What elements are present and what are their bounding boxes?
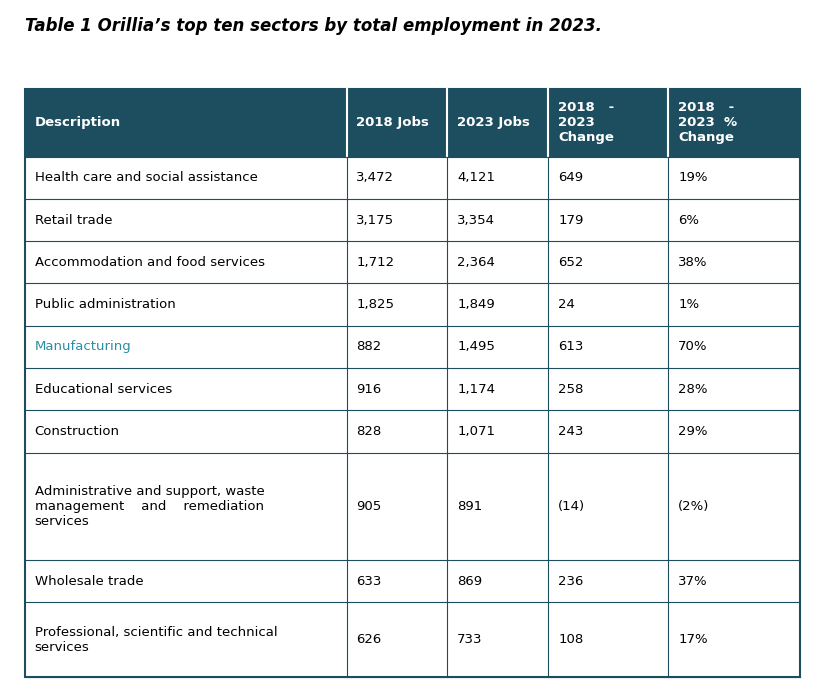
Text: 2023 Jobs: 2023 Jobs: [457, 116, 530, 129]
Text: 1,849: 1,849: [457, 298, 495, 311]
Text: Wholesale trade: Wholesale trade: [35, 575, 144, 588]
Text: Manufacturing: Manufacturing: [35, 341, 131, 354]
Text: Administrative and support, waste
management    and    remediation
services: Administrative and support, waste manage…: [35, 485, 264, 528]
Text: 6%: 6%: [678, 213, 700, 226]
Text: 3,472: 3,472: [356, 171, 394, 184]
Text: Retail trade: Retail trade: [35, 213, 112, 226]
Text: 905: 905: [356, 500, 382, 513]
Bar: [25, 560, 800, 603]
Text: 29%: 29%: [678, 425, 708, 438]
Text: 649: 649: [558, 171, 583, 184]
Text: Professional, scientific and technical
services: Professional, scientific and technical s…: [35, 626, 277, 654]
Text: (2%): (2%): [678, 500, 710, 513]
Bar: [25, 241, 800, 283]
Text: 613: 613: [558, 341, 583, 354]
Text: 2,364: 2,364: [457, 256, 495, 269]
Text: 626: 626: [356, 633, 382, 646]
Bar: [25, 199, 800, 241]
Text: Construction: Construction: [35, 425, 120, 438]
Text: 1%: 1%: [678, 298, 700, 311]
Text: 869: 869: [457, 575, 483, 588]
Text: Educational services: Educational services: [35, 383, 172, 396]
Bar: [25, 603, 800, 677]
Text: 38%: 38%: [678, 256, 708, 269]
Text: 891: 891: [457, 500, 483, 513]
Text: 70%: 70%: [678, 341, 708, 354]
Text: 108: 108: [558, 633, 583, 646]
Text: 236: 236: [558, 575, 583, 588]
Text: 1,174: 1,174: [457, 383, 495, 396]
Text: 28%: 28%: [678, 383, 708, 396]
Text: 733: 733: [457, 633, 483, 646]
Bar: [25, 89, 800, 677]
Text: 37%: 37%: [678, 575, 708, 588]
Text: 4,121: 4,121: [457, 171, 495, 184]
Text: 2018 Jobs: 2018 Jobs: [356, 116, 429, 129]
Text: 1,825: 1,825: [356, 298, 394, 311]
Bar: [25, 326, 800, 368]
Text: 882: 882: [356, 341, 382, 354]
Text: 24: 24: [558, 298, 575, 311]
Bar: [25, 283, 800, 326]
Bar: [25, 410, 800, 453]
Text: Accommodation and food services: Accommodation and food services: [35, 256, 265, 269]
Text: Public administration: Public administration: [35, 298, 176, 311]
Text: 3,354: 3,354: [457, 213, 495, 226]
Bar: [25, 89, 800, 157]
Text: 19%: 19%: [678, 171, 708, 184]
Text: Description: Description: [35, 116, 120, 129]
Text: 2018   -
2023  %
Change: 2018 - 2023 % Change: [678, 101, 738, 144]
Text: 652: 652: [558, 256, 583, 269]
Bar: [25, 453, 800, 560]
Text: 1,495: 1,495: [457, 341, 495, 354]
Text: Health care and social assistance: Health care and social assistance: [35, 171, 257, 184]
Text: 916: 916: [356, 383, 382, 396]
Text: 179: 179: [558, 213, 583, 226]
Text: 828: 828: [356, 425, 382, 438]
Text: 1,712: 1,712: [356, 256, 394, 269]
Text: 2018   -
2023
Change: 2018 - 2023 Change: [558, 101, 615, 144]
Text: (14): (14): [558, 500, 585, 513]
Text: 17%: 17%: [678, 633, 708, 646]
Text: 243: 243: [558, 425, 583, 438]
Text: Table 1 Orillia’s top ten sectors by total employment in 2023.: Table 1 Orillia’s top ten sectors by tot…: [25, 17, 601, 35]
Text: 633: 633: [356, 575, 382, 588]
Text: 1,071: 1,071: [457, 425, 495, 438]
Text: 258: 258: [558, 383, 583, 396]
Bar: [25, 368, 800, 410]
Text: 3,175: 3,175: [356, 213, 394, 226]
Bar: [25, 157, 800, 199]
